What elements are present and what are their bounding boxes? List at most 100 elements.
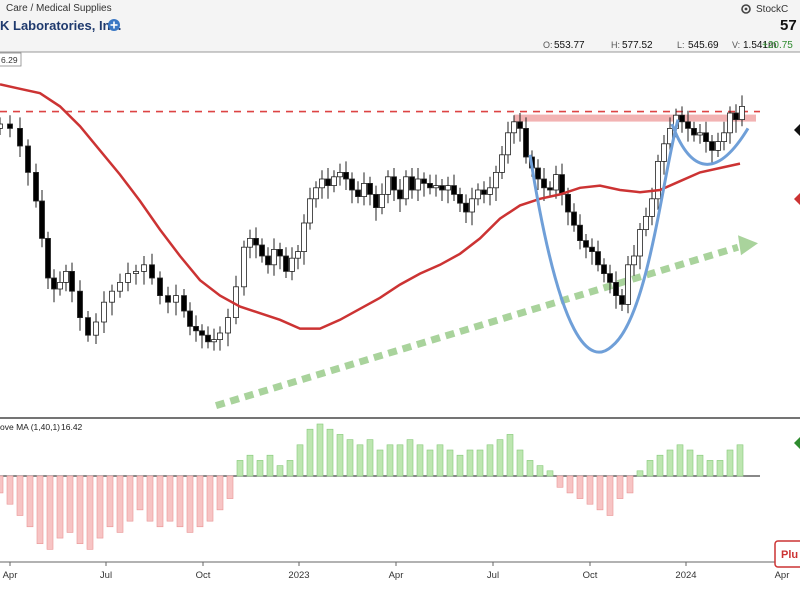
indicator-bar-negative [106, 475, 114, 528]
candle-body [733, 112, 739, 120]
indicator-bar-positive [736, 444, 744, 477]
candle-body [601, 264, 607, 274]
candle-body [547, 187, 553, 191]
moving-average-line [0, 83, 741, 330]
indicator-bar-positive [456, 454, 464, 477]
candle-body [397, 189, 403, 200]
candle-body [421, 178, 427, 184]
candle-body [109, 290, 115, 303]
last-price: 57 [780, 17, 797, 34]
candle-body [691, 127, 697, 136]
candle-body [217, 332, 223, 340]
indicator-bar-negative [596, 475, 604, 511]
candle-body [367, 182, 373, 195]
candle-body [277, 248, 283, 257]
candle-body [505, 132, 511, 156]
candle-body [343, 171, 349, 180]
candle-body [313, 187, 319, 200]
indicator-bar-positive [276, 465, 284, 477]
indicator-bar-positive [696, 454, 704, 477]
candle-body [319, 178, 325, 189]
candle-body [7, 123, 13, 129]
candle-body [709, 141, 715, 151]
indicator-bar-positive [346, 439, 354, 477]
indicator-bar-positive [466, 449, 474, 477]
plug-button[interactable]: Plu [774, 540, 800, 568]
indicator-bar-positive [526, 460, 534, 477]
x-tick-label: Apr [775, 570, 790, 581]
indicator-bar-negative [86, 475, 94, 550]
candle-body [259, 244, 265, 257]
candle-body [0, 123, 3, 129]
brand-label: StockC [756, 4, 788, 15]
indicator-bar-negative [576, 475, 584, 499]
indicator-bar-negative [116, 475, 124, 533]
ohlc-row: O: 553.77 H: 577.52 L: 545.69 V: 1.541m [543, 40, 776, 51]
candle-body [193, 325, 199, 332]
candle-body [493, 171, 499, 189]
candle-body [101, 301, 107, 323]
indicator-bar-negative [46, 475, 54, 550]
candle-body [301, 222, 307, 253]
x-tick-label: 2024 [675, 570, 696, 581]
chart-header [0, 0, 800, 52]
candle-body [409, 176, 415, 191]
candle-body [141, 264, 147, 272]
indicator-bar-positive [416, 444, 424, 477]
candle-body [463, 202, 469, 213]
candle-body [205, 334, 211, 343]
indicator-bar-positive [316, 423, 324, 477]
candle-body [517, 121, 523, 129]
resistance-band [514, 114, 756, 122]
candle-body [631, 255, 637, 266]
candle-body [149, 264, 155, 279]
indicator-bar-positive [306, 428, 314, 477]
candle-body [63, 270, 69, 283]
candle-body [577, 224, 583, 241]
indicator-bar-negative [176, 475, 184, 528]
indicator-bar-negative [36, 475, 44, 545]
indicator-bar-positive [506, 434, 514, 477]
candle-body [439, 185, 445, 191]
indicator-bar-negative [606, 475, 614, 516]
candle-body [661, 143, 667, 162]
indicator-marks [0, 423, 760, 550]
candle-body [559, 174, 565, 195]
candle-body [337, 171, 343, 178]
indicator-bar-negative [96, 475, 104, 539]
candle-body [125, 273, 131, 283]
candle-body [391, 176, 397, 191]
candle-body [133, 270, 139, 274]
x-tick-label: Oct [583, 570, 598, 581]
indicator-bar-positive [446, 449, 454, 477]
candle-body [541, 178, 547, 189]
candle-body [77, 290, 83, 319]
indicator-bar-negative [0, 475, 4, 494]
candle-body [307, 198, 313, 224]
candle-body [499, 154, 505, 173]
candle-body [117, 281, 123, 292]
gear-icon[interactable] [741, 4, 751, 14]
trend-arrow-head-icon [738, 235, 758, 256]
candle-body [39, 200, 45, 239]
ma-marker-icon [794, 193, 800, 205]
indicator-bar-positive [376, 449, 384, 477]
candle-body [199, 330, 205, 336]
candle-body [373, 193, 379, 208]
plug-button-label: Plu [781, 549, 798, 561]
candle-body [211, 339, 217, 343]
indicator-bar-positive [706, 460, 714, 477]
candle-body [583, 240, 589, 248]
indicator-bar-positive [386, 444, 394, 477]
candle-body [349, 178, 355, 191]
indicator-bar-positive [516, 449, 524, 477]
indicator-value: 16.42 [61, 422, 83, 432]
company-name: K Laboratories, Inc. [0, 18, 121, 33]
plus-circle-icon[interactable] [108, 19, 120, 31]
candle-body [571, 211, 577, 226]
candle-body [265, 255, 271, 266]
candle-body [361, 182, 367, 197]
indicator-bar-negative [556, 475, 564, 488]
x-tick-labels: Apr Jul Oct 2023 Apr Jul Oct 2024 Apr [3, 562, 790, 581]
